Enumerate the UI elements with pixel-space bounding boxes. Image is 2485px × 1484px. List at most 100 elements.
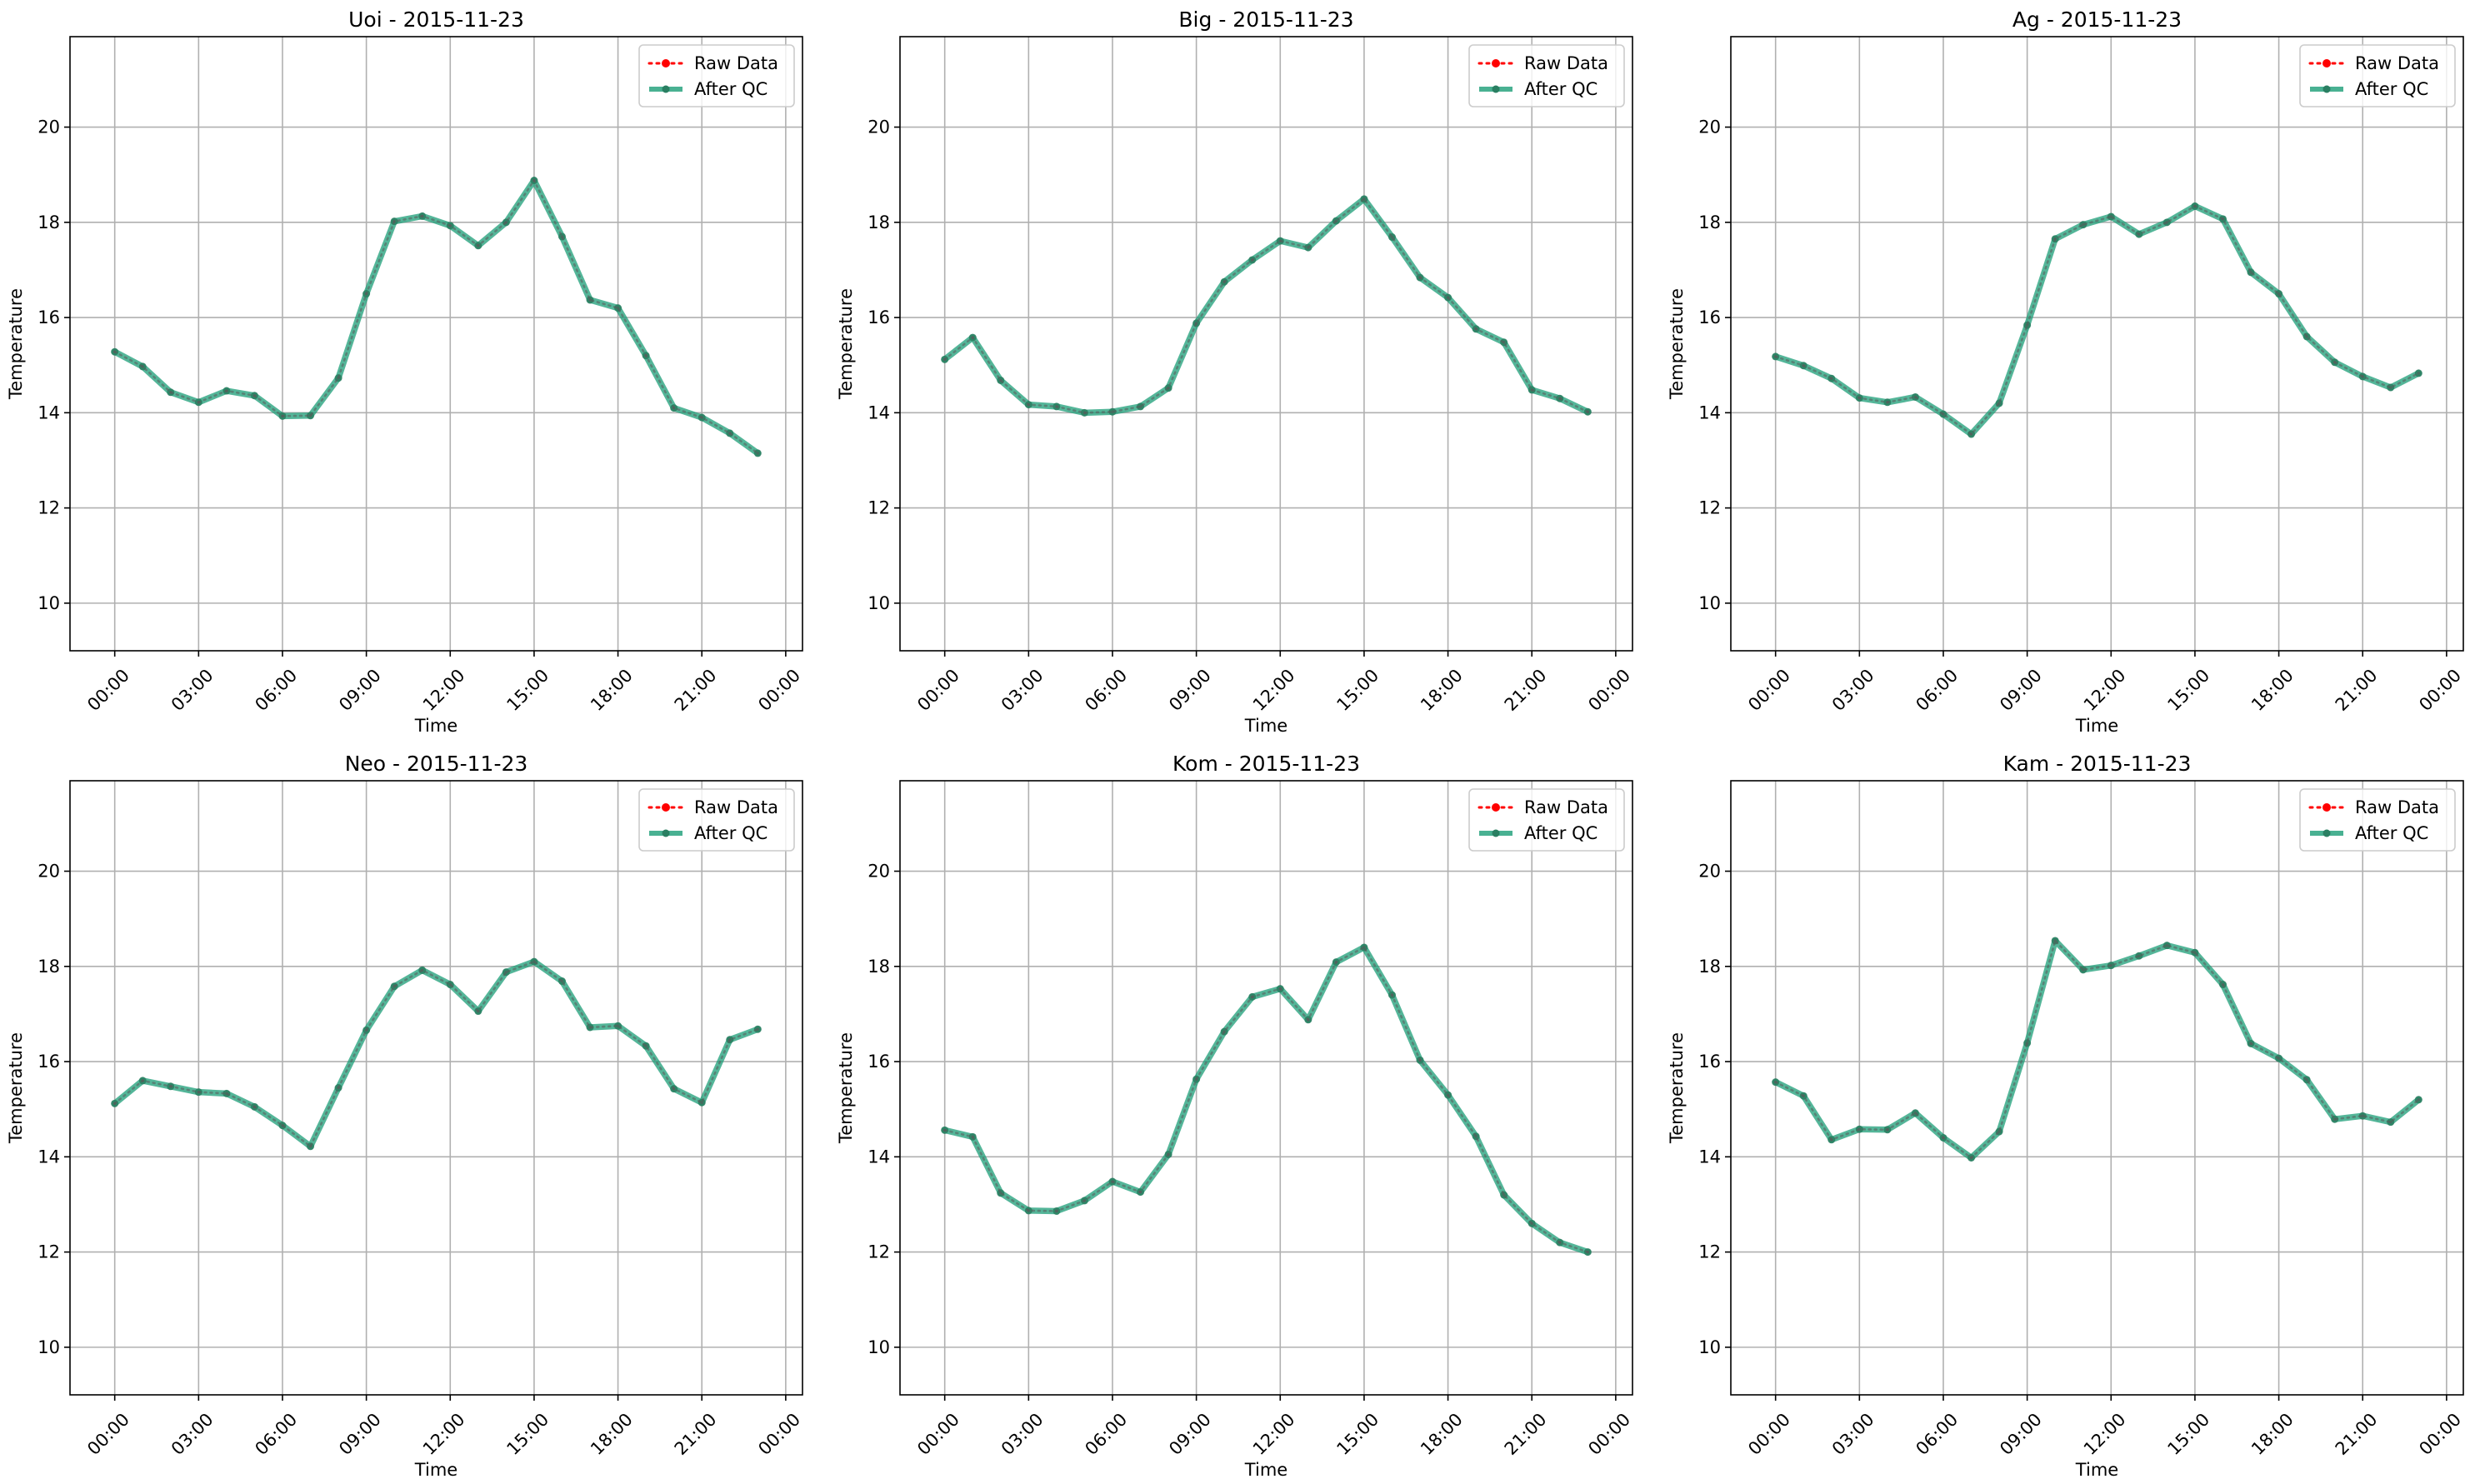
raw-data-point — [2332, 360, 2337, 364]
raw-data-point — [1222, 1030, 1226, 1033]
raw-data-point — [2305, 335, 2308, 338]
raw-data-point — [998, 378, 1002, 382]
raw-data-point — [1530, 388, 1534, 392]
raw-data-point — [1502, 340, 1506, 344]
y-tick-label: 10 — [1698, 1337, 1721, 1357]
chart-title: Neo - 2015-11-23 — [345, 752, 528, 776]
raw-data-point — [1586, 1250, 1590, 1254]
raw-data-point — [2277, 292, 2281, 296]
chart-title: Big - 2015-11-23 — [1178, 7, 1353, 32]
raw-data-point — [2388, 1120, 2392, 1124]
raw-data-point — [392, 985, 396, 988]
chart-legend: Raw Data After QC — [638, 44, 795, 107]
raw-data-point — [1829, 377, 1833, 381]
raw-data-point — [2361, 375, 2365, 378]
x-axis-label: Time — [1244, 716, 1288, 736]
raw-data-point — [1530, 1222, 1534, 1226]
raw-data-point — [1390, 235, 1394, 239]
x-axis-label: Time — [2075, 716, 2118, 736]
raw-data-point — [672, 406, 676, 410]
raw-data-point — [477, 244, 480, 247]
chart-legend: Raw Data After QC — [1468, 44, 1625, 107]
chart-title: Kom - 2015-11-23 — [1172, 752, 1360, 776]
raw-data-point — [700, 1101, 704, 1105]
chart-legend: Raw Data After QC — [2299, 788, 2456, 852]
plot-frame — [899, 36, 1633, 652]
chart-title: Uoi - 2015-11-23 — [348, 7, 524, 32]
y-tick-label: 12 — [868, 1242, 890, 1262]
legend-label-after-qc: After QC — [2355, 79, 2428, 99]
raw-data-point — [1942, 412, 1945, 416]
raw-data-point — [1802, 363, 1806, 367]
series-line-raw-data — [113, 177, 759, 455]
raw-data-point — [420, 968, 424, 972]
raw-data-point — [2277, 1057, 2281, 1060]
raw-data-point — [1558, 397, 1562, 401]
y-tick-label: 12 — [868, 498, 890, 518]
raw-data-point — [1829, 1137, 1833, 1142]
raw-data-point — [1969, 432, 1973, 436]
raw-data-point — [942, 357, 947, 362]
raw-data-point — [1942, 1136, 1945, 1140]
y-tick-label: 16 — [38, 307, 60, 327]
raw-data-point — [308, 1144, 312, 1148]
raw-data-point — [1194, 322, 1198, 325]
raw-data-point — [1278, 239, 1282, 242]
raw-data-point — [1082, 1199, 1087, 1202]
raw-data-point — [1055, 405, 1058, 408]
legend-after-qc-marker — [1492, 829, 1500, 837]
raw-data-point — [337, 376, 340, 380]
y-tick-label: 16 — [868, 1052, 890, 1072]
y-tick-label: 10 — [38, 1337, 60, 1357]
plot-frame — [1730, 36, 2464, 652]
y-tick-label: 10 — [38, 593, 60, 613]
x-axis-label: Time — [414, 716, 458, 736]
raw-data-point — [560, 979, 564, 983]
chart-legend: Raw Data After QC — [2299, 44, 2456, 107]
legend-raw-data-marker — [2322, 803, 2331, 812]
raw-data-point — [1334, 960, 1338, 964]
y-tick-label: 18 — [38, 212, 60, 232]
raw-data-point — [225, 389, 228, 392]
raw-data-point — [308, 413, 312, 417]
y-tick-label: 20 — [38, 862, 60, 882]
raw-data-point — [2249, 1042, 2252, 1046]
y-axis-label: Temperature — [6, 288, 26, 400]
chart-title: Kam - 2015-11-23 — [2003, 752, 2192, 776]
y-tick-label: 20 — [868, 862, 890, 882]
raw-data-point — [588, 1026, 592, 1029]
y-tick-label: 12 — [1698, 1242, 1721, 1262]
raw-data-point — [2165, 943, 2169, 947]
raw-data-point — [112, 1102, 117, 1106]
raw-data-point — [1418, 276, 1422, 279]
raw-data-point — [532, 178, 536, 182]
raw-data-point — [2249, 271, 2252, 274]
raw-data-point — [1446, 1093, 1450, 1097]
raw-data-point — [1138, 405, 1142, 408]
y-tick-label: 12 — [38, 498, 60, 518]
series-line-raw-data — [943, 946, 1589, 1253]
raw-data-point — [1222, 280, 1226, 284]
raw-data-point — [560, 235, 564, 238]
legend-after-qc-marker — [662, 829, 670, 837]
raw-data-point — [2081, 222, 2085, 227]
raw-data-point — [1474, 327, 1478, 331]
raw-data-point — [168, 390, 172, 394]
y-tick-label: 12 — [38, 1242, 60, 1262]
raw-data-point — [2417, 1097, 2421, 1102]
raw-data-point — [2193, 204, 2197, 208]
raw-data-point — [2165, 221, 2169, 224]
raw-data-point — [168, 1084, 172, 1088]
chart-legend: Raw Data After QC — [638, 788, 795, 852]
raw-data-point — [728, 432, 732, 435]
y-tick-label: 14 — [868, 402, 890, 422]
raw-data-point — [1418, 1058, 1422, 1062]
legend-after-qc-marker — [662, 85, 670, 93]
raw-data-point — [728, 1037, 732, 1042]
raw-data-point — [1194, 1077, 1198, 1082]
raw-data-point — [756, 1027, 760, 1032]
raw-data-point — [1250, 258, 1254, 262]
raw-data-point — [1307, 1018, 1310, 1022]
raw-data-point — [2053, 939, 2057, 942]
raw-data-point — [1773, 1080, 1778, 1084]
